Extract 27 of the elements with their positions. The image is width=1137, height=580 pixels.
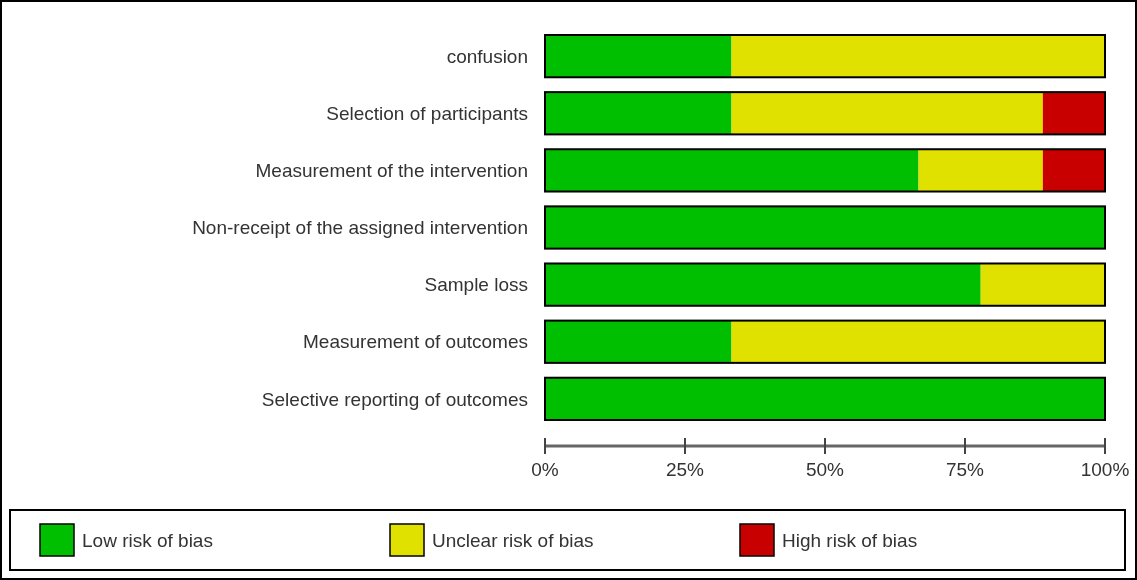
bar — [980, 263, 1105, 306]
y-tick-label: Measurement of the intervention — [255, 160, 528, 182]
x-tick-label: 50% — [805, 459, 845, 480]
bar — [731, 92, 1043, 135]
x-tick-label: 25% — [665, 459, 705, 480]
bar — [1042, 149, 1105, 192]
y-tick-label: Non-receipt of the assigned intervention — [192, 217, 528, 239]
x-tick-label: 100% — [1080, 459, 1130, 480]
x-tick-label: 75% — [945, 459, 985, 480]
bar — [918, 149, 1043, 192]
x-tick-label: 0% — [531, 459, 559, 480]
legend-label: Low risk of bias — [82, 529, 213, 551]
y-tick-label: Measurement of outcomes — [303, 331, 528, 353]
legend-label: Unclear risk of bias — [432, 529, 594, 551]
bar — [545, 149, 919, 192]
y-tick-label: Sample loss — [424, 274, 528, 296]
bar — [545, 320, 732, 363]
bar — [545, 263, 981, 306]
y-tick-label: confusion — [446, 45, 528, 67]
legend-label: High risk of bias — [782, 529, 918, 551]
bar — [1042, 92, 1105, 135]
bar — [731, 320, 1105, 363]
bar — [731, 35, 1105, 78]
y-tick-label: Selection of participants — [326, 102, 528, 124]
bar — [545, 92, 732, 135]
bar — [545, 35, 732, 78]
y-tick-label: Selective reporting of outcomes — [261, 388, 528, 410]
